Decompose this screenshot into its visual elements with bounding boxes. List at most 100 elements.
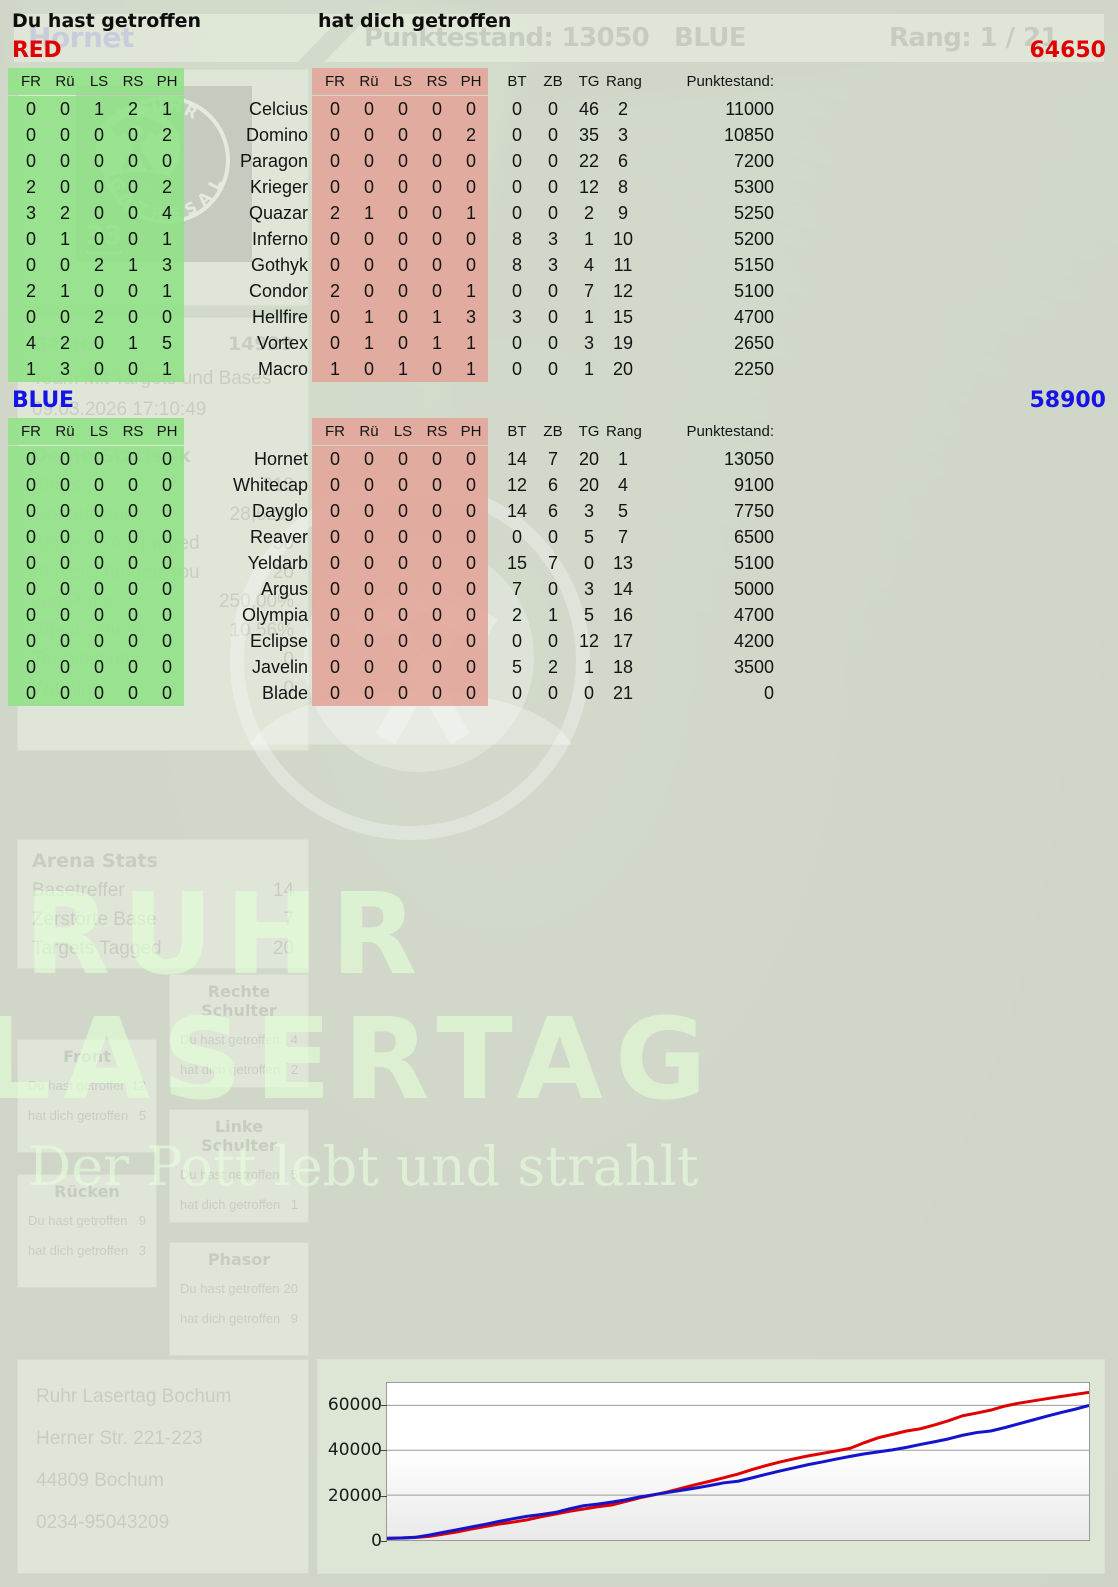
player-name[interactable]: Paragon xyxy=(188,148,308,174)
cell-you-hit: 3 xyxy=(14,200,48,226)
cell-hit-you: 0 xyxy=(454,550,488,576)
table-row[interactable]: 0000000000Argus703145000 xyxy=(0,576,786,602)
cell-you-hit: 0 xyxy=(116,524,150,550)
table-row[interactable]: 0000000000Blade000210 xyxy=(0,680,786,706)
player-name[interactable]: Eclipse xyxy=(188,628,308,654)
cell-hit-you: 1 xyxy=(454,278,488,304)
table-row[interactable]: 0000000000Hornet14720113050 xyxy=(0,446,786,472)
player-name[interactable]: Javelin xyxy=(188,654,308,680)
cell-score: 5100 xyxy=(644,278,774,304)
cell-rang: 16 xyxy=(606,602,640,628)
player-name[interactable]: Reaver xyxy=(188,524,308,550)
cell-hit-you: 0 xyxy=(386,96,420,122)
table-row[interactable]: 0100100000Inferno831105200 xyxy=(0,226,786,252)
col-header-you-PH: PH xyxy=(150,68,184,95)
player-name[interactable]: Domino xyxy=(188,122,308,148)
cell-zb: 7 xyxy=(536,550,570,576)
cell-zb: 0 xyxy=(536,96,570,122)
cell-score: 3500 xyxy=(644,654,774,680)
cell-hit-you: 0 xyxy=(386,680,420,706)
col-header-TG: TG xyxy=(572,68,606,95)
cell-bt: 0 xyxy=(500,148,534,174)
player-name[interactable]: Hellfire xyxy=(188,304,308,330)
player-name[interactable]: Gothyk xyxy=(188,252,308,278)
table-row[interactable]: 0000000000Yeldarb1570135100 xyxy=(0,550,786,576)
cell-hit-you: 0 xyxy=(454,96,488,122)
cell-hit-you: 0 xyxy=(420,278,454,304)
cell-tg: 3 xyxy=(572,330,606,356)
cell-hit-you: 0 xyxy=(454,576,488,602)
cell-hit-you: 0 xyxy=(454,472,488,498)
cell-score: 7750 xyxy=(644,498,774,524)
cell-score: 5150 xyxy=(644,252,774,278)
chart-y-tick-label: 20000 xyxy=(262,1486,382,1506)
table-row[interactable]: 0000000000Reaver00576500 xyxy=(0,524,786,550)
cell-you-hit: 0 xyxy=(48,446,82,472)
table-row[interactable]: 0021300000Gothyk834115150 xyxy=(0,252,786,278)
col-header-got-RS: RS xyxy=(420,418,454,445)
team-total-blue: 58900 xyxy=(1029,388,1106,413)
cell-tg: 1 xyxy=(572,654,606,680)
cell-you-hit: 0 xyxy=(48,602,82,628)
cell-you-hit: 0 xyxy=(82,330,116,356)
player-name[interactable]: Macro xyxy=(188,356,308,382)
cell-you-hit: 1 xyxy=(48,278,82,304)
table-row[interactable]: 0000200002Domino0035310850 xyxy=(0,122,786,148)
cell-hit-you: 0 xyxy=(454,498,488,524)
player-name[interactable]: Dayglo xyxy=(188,498,308,524)
table-row[interactable]: 0000000000Dayglo146357750 xyxy=(0,498,786,524)
col-header-you-FR: FR xyxy=(14,418,48,445)
table-row[interactable]: 0000000000Whitecap1262049100 xyxy=(0,472,786,498)
table-row[interactable]: 0000000000Eclipse0012174200 xyxy=(0,628,786,654)
cell-you-hit: 0 xyxy=(14,576,48,602)
table-row[interactable]: 3200421001Quazar00295250 xyxy=(0,200,786,226)
cell-tg: 2 xyxy=(572,200,606,226)
table-row[interactable]: 0020001013Hellfire301154700 xyxy=(0,304,786,330)
cell-you-hit: 1 xyxy=(82,96,116,122)
cell-hit-you: 0 xyxy=(420,96,454,122)
cell-bt: 0 xyxy=(500,96,534,122)
table-row[interactable]: 0012100000Celcius0046211000 xyxy=(0,96,786,122)
cell-score: 13050 xyxy=(644,446,774,472)
player-name[interactable]: Condor xyxy=(188,278,308,304)
player-name[interactable]: Blade xyxy=(188,680,308,706)
table-row[interactable]: 0000000000Olympia215164700 xyxy=(0,602,786,628)
cell-hit-you: 0 xyxy=(420,524,454,550)
player-name[interactable]: Whitecap xyxy=(188,472,308,498)
cell-you-hit: 0 xyxy=(48,252,82,278)
player-name[interactable]: Vortex xyxy=(188,330,308,356)
cell-hit-you: 0 xyxy=(352,446,386,472)
cell-hit-you: 0 xyxy=(386,550,420,576)
cell-you-hit: 2 xyxy=(116,96,150,122)
player-name[interactable]: Hornet xyxy=(188,446,308,472)
player-name[interactable]: Inferno xyxy=(188,226,308,252)
table-row[interactable]: 2100120001Condor007125100 xyxy=(0,278,786,304)
table-row[interactable]: 0000000000Javelin521183500 xyxy=(0,654,786,680)
player-name[interactable]: Quazar xyxy=(188,200,308,226)
cell-hit-you: 0 xyxy=(352,654,386,680)
cell-score: 4700 xyxy=(644,304,774,330)
cell-rang: 21 xyxy=(606,680,640,706)
cell-you-hit: 0 xyxy=(14,148,48,174)
cell-you-hit: 0 xyxy=(116,446,150,472)
table-row[interactable]: 4201501011Vortex003192650 xyxy=(0,330,786,356)
cell-tg: 3 xyxy=(572,498,606,524)
cell-hit-you: 1 xyxy=(420,330,454,356)
table-row[interactable]: 0000000000Paragon002267200 xyxy=(0,148,786,174)
cell-you-hit: 3 xyxy=(48,356,82,382)
cell-hit-you: 0 xyxy=(420,472,454,498)
player-name[interactable]: Krieger xyxy=(188,174,308,200)
col-header-BT: BT xyxy=(500,418,534,445)
cell-tg: 20 xyxy=(572,472,606,498)
table-row[interactable]: 2000200000Krieger001285300 xyxy=(0,174,786,200)
cell-hit-you: 0 xyxy=(318,654,352,680)
player-name[interactable]: Yeldarb xyxy=(188,550,308,576)
player-name[interactable]: Olympia xyxy=(188,602,308,628)
cell-hit-you: 0 xyxy=(352,252,386,278)
player-name[interactable]: Argus xyxy=(188,576,308,602)
table-row[interactable]: 1300110101Macro001202250 xyxy=(0,356,786,382)
cell-you-hit: 0 xyxy=(116,550,150,576)
player-name[interactable]: Celcius xyxy=(188,96,308,122)
cell-hit-you: 0 xyxy=(386,278,420,304)
cell-hit-you: 0 xyxy=(318,446,352,472)
